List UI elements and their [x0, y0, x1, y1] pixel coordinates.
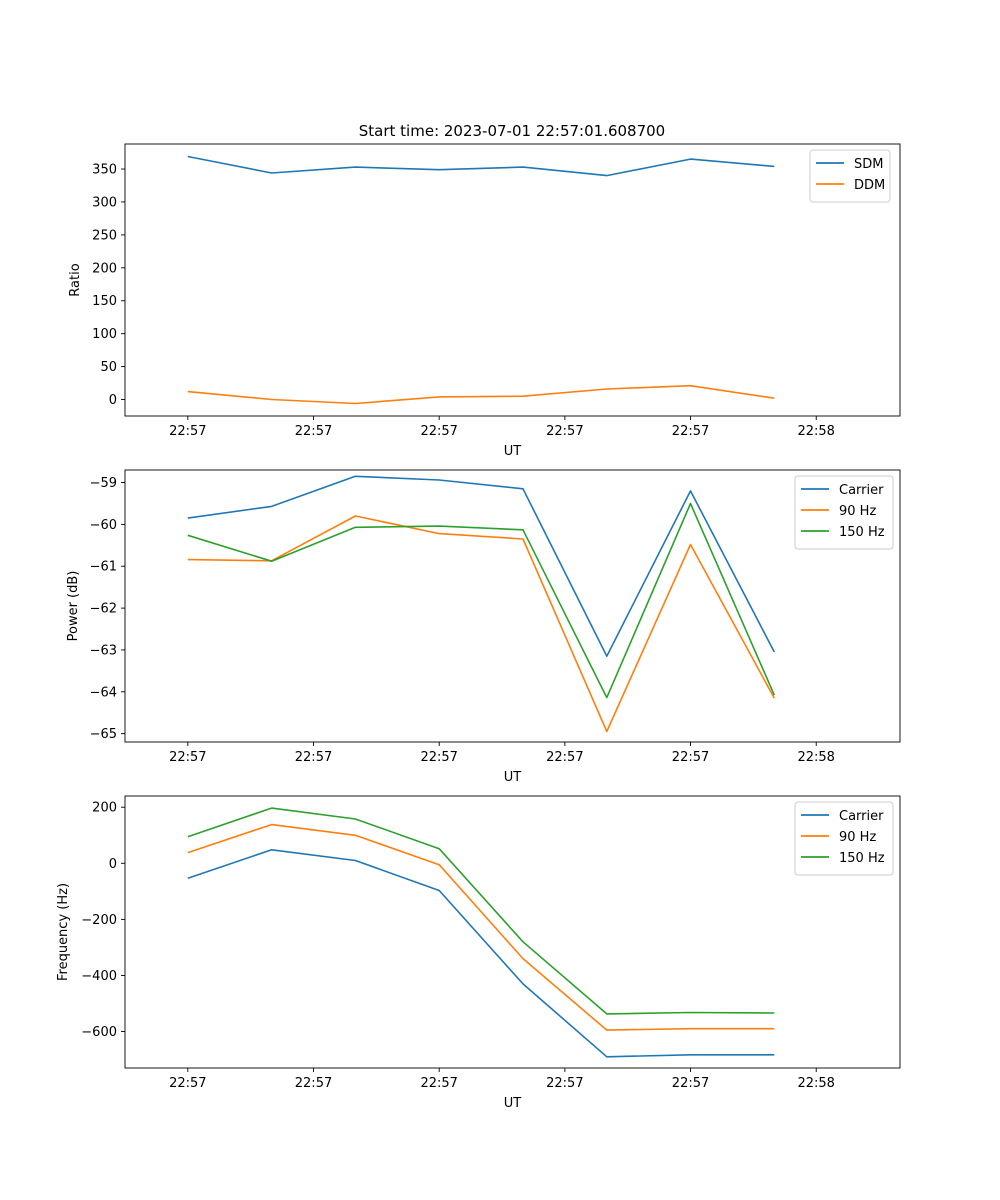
power-y-tick-label: −59: [90, 476, 117, 491]
ratio-series-ddm-line: [187, 384, 775, 405]
power-y-tick-label: −62: [90, 602, 117, 617]
ratio-y-tick-label: 200: [92, 261, 117, 276]
frequency-series-90-hz-line: [187, 823, 775, 1031]
ratio-x-axis-label: UT: [504, 444, 522, 459]
frequency-y-tick-label: 200: [92, 801, 117, 816]
frequency-legend-label: 90 Hz: [839, 830, 876, 845]
ratio-y-tick-label: 150: [92, 294, 117, 309]
frequency-legend-label: 150 Hz: [839, 851, 885, 866]
figure-title: Start time: 2023-07-01 22:57:01.608700: [359, 122, 665, 140]
ratio-legend-label: DDM: [854, 178, 885, 193]
ratio-x-tick-label: 22:57: [295, 424, 332, 439]
power-legend: Carrier 90 Hz 150 Hz: [794, 475, 894, 550]
power-legend-label: 150 Hz: [839, 525, 885, 540]
frequency-y-tick-label: 0: [109, 857, 117, 872]
ratio-x-tick-label: 22:58: [797, 424, 834, 439]
frequency-x-tick-label: 22:57: [672, 1076, 709, 1091]
power-series-carrier-line: [187, 475, 776, 658]
ratio-series-sdm-line: [187, 155, 775, 177]
ratio-y-tick-label: 100: [92, 327, 117, 342]
power-x-axis-label: UT: [504, 770, 522, 785]
ratio-y-tick-label: 350: [92, 163, 117, 178]
power-y-tick-label: −64: [90, 685, 117, 700]
ratio-panel: 22:57 22:57 22:57 22:57 22:57 22:58 0 50 100 150 2…: [68, 143, 901, 459]
ratio-x-tick-label: 22:57: [420, 424, 457, 439]
frequency-y-axis-label: Frequency (Hz): [56, 883, 71, 981]
ratio-x-tick-label: 22:57: [546, 424, 583, 439]
ratio-y-tick-label: 50: [100, 360, 117, 375]
power-x-tick-label: 22:58: [797, 750, 834, 765]
power-legend-label: Carrier: [839, 483, 884, 498]
power-y-tick-label: −61: [90, 560, 117, 575]
frequency-y-tick-label: −400: [81, 969, 117, 984]
frequency-panel: 22:57 22:57 22:57 22:57 22:57 22:58 −600 −400 −2…: [56, 795, 901, 1111]
ratio-y-tick-label: 0: [109, 393, 117, 408]
ratio-legend: SDM DDM: [809, 149, 891, 203]
frequency-x-tick-label: 22:57: [169, 1076, 206, 1091]
power-series-150-hz-line: [187, 502, 776, 699]
ratio-y-axis-label: Ratio: [68, 263, 83, 296]
ratio-x-tick-label: 22:57: [169, 424, 206, 439]
power-series-90-hz-line: [187, 515, 776, 733]
ratio-x-tick-label: 22:57: [672, 424, 709, 439]
frequency-legend: Carrier 90 Hz 150 Hz: [794, 801, 894, 876]
power-y-tick-label: −63: [90, 643, 117, 658]
power-x-tick-label: 22:57: [420, 750, 457, 765]
power-y-axis-label: Power (dB): [66, 571, 81, 642]
frequency-series-150-hz-line: [187, 807, 775, 1015]
power-axes-frame: [124, 469, 901, 743]
ratio-y-tick-label: 250: [92, 228, 117, 243]
frequency-x-tick-label: 22:57: [295, 1076, 332, 1091]
frequency-axes-frame: [124, 795, 901, 1069]
frequency-x-axis-label: UT: [504, 1096, 522, 1111]
power-y-tick-label: −65: [90, 727, 117, 742]
ratio-y-tick-label: 300: [92, 195, 117, 210]
frequency-x-tick-label: 22:57: [420, 1076, 457, 1091]
frequency-y-tick-label: −200: [81, 913, 117, 928]
power-panel: 22:57 22:57 22:57 22:57 22:57 22:58 −65 −64 −63 −…: [66, 469, 901, 785]
frequency-legend-label: Carrier: [839, 809, 884, 824]
frequency-series-carrier-line: [187, 848, 775, 1058]
power-x-tick-label: 22:57: [546, 750, 583, 765]
power-x-tick-label: 22:57: [295, 750, 332, 765]
power-x-tick-label: 22:57: [672, 750, 709, 765]
power-y-tick-label: −60: [90, 518, 117, 533]
frequency-y-tick-label: −600: [81, 1025, 117, 1040]
frequency-x-tick-label: 22:58: [797, 1076, 834, 1091]
power-legend-label: 90 Hz: [839, 504, 876, 519]
ratio-legend-label: SDM: [854, 157, 883, 172]
power-x-tick-label: 22:57: [169, 750, 206, 765]
ratio-axes-frame: [124, 143, 901, 417]
frequency-x-tick-label: 22:57: [546, 1076, 583, 1091]
